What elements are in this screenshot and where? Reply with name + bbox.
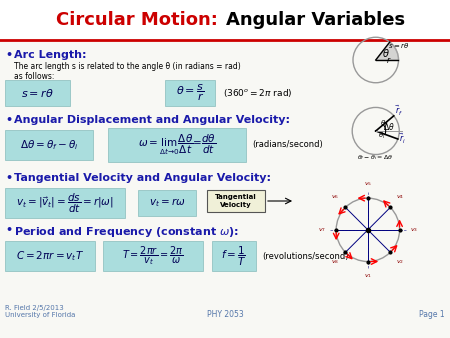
Text: $v_7$: $v_7$ bbox=[318, 226, 326, 234]
Text: $v_t = r\omega$: $v_t = r\omega$ bbox=[149, 197, 185, 210]
FancyBboxPatch shape bbox=[207, 190, 265, 212]
Text: •: • bbox=[5, 173, 12, 183]
Text: Arc Length:: Arc Length: bbox=[14, 50, 86, 60]
Text: $\theta_f$: $\theta_f$ bbox=[380, 119, 389, 129]
Text: $C = 2\pi r = v_t T$: $C = 2\pi r = v_t T$ bbox=[16, 249, 84, 263]
Text: Tangential Velocity and Angular Velocity:: Tangential Velocity and Angular Velocity… bbox=[14, 173, 271, 183]
FancyBboxPatch shape bbox=[5, 188, 125, 218]
Text: $\theta_i$: $\theta_i$ bbox=[378, 131, 385, 141]
Text: $(360^o = 2\pi$ rad): $(360^o = 2\pi$ rad) bbox=[223, 87, 292, 99]
FancyBboxPatch shape bbox=[5, 80, 70, 106]
Text: $\theta_f - \theta_i = \Delta\theta$: $\theta_f - \theta_i = \Delta\theta$ bbox=[357, 153, 393, 162]
Polygon shape bbox=[376, 42, 399, 60]
FancyBboxPatch shape bbox=[108, 128, 246, 162]
Text: •: • bbox=[5, 50, 12, 60]
Text: Tangential
Velocity: Tangential Velocity bbox=[215, 194, 257, 208]
Text: R. Field 2/5/2013
University of Florida: R. Field 2/5/2013 University of Florida bbox=[5, 305, 76, 318]
Text: $v_6$: $v_6$ bbox=[331, 193, 339, 201]
Text: $\Delta\theta = \theta_f - \theta_i$: $\Delta\theta = \theta_f - \theta_i$ bbox=[20, 138, 78, 152]
Text: $\vec{r}_f$: $\vec{r}_f$ bbox=[395, 104, 403, 118]
Text: Circular Motion:: Circular Motion: bbox=[56, 11, 224, 29]
Text: Page 1: Page 1 bbox=[419, 310, 445, 319]
FancyBboxPatch shape bbox=[138, 190, 196, 216]
Text: PHY 2053: PHY 2053 bbox=[207, 310, 243, 319]
Text: $v_4$: $v_4$ bbox=[396, 193, 405, 201]
Text: (revolutions/second): (revolutions/second) bbox=[262, 251, 348, 261]
FancyBboxPatch shape bbox=[165, 80, 215, 106]
Text: $f = \dfrac{1}{T}$: $f = \dfrac{1}{T}$ bbox=[221, 244, 247, 268]
Text: $\Delta\theta$: $\Delta\theta$ bbox=[383, 121, 395, 131]
Text: Angular Variables: Angular Variables bbox=[226, 11, 405, 29]
Text: Period and Frequency (constant $\omega$):: Period and Frequency (constant $\omega$)… bbox=[14, 225, 239, 239]
FancyBboxPatch shape bbox=[103, 241, 203, 271]
Text: $\vec{r}_i$: $\vec{r}_i$ bbox=[399, 132, 406, 146]
Text: Angular Displacement and Angular Velocity:: Angular Displacement and Angular Velocit… bbox=[14, 115, 290, 125]
Text: The arc length s is related to the angle θ (in radians = rad)
as follows:: The arc length s is related to the angle… bbox=[14, 62, 241, 81]
FancyBboxPatch shape bbox=[5, 130, 93, 160]
FancyBboxPatch shape bbox=[212, 241, 256, 271]
Text: $v_5$: $v_5$ bbox=[364, 180, 372, 188]
Text: •: • bbox=[5, 115, 12, 125]
Text: $\theta$: $\theta$ bbox=[382, 47, 390, 59]
Text: $v_8$: $v_8$ bbox=[331, 258, 339, 266]
Text: $v_2$: $v_2$ bbox=[396, 258, 405, 266]
Text: $s=r\theta$: $s=r\theta$ bbox=[388, 41, 410, 50]
Text: $v_1$: $v_1$ bbox=[364, 272, 372, 280]
FancyBboxPatch shape bbox=[5, 241, 95, 271]
Text: $v_t = |\vec{v}_t| = \dfrac{ds}{dt} = r|\omega|$: $v_t = |\vec{v}_t| = \dfrac{ds}{dt} = r|… bbox=[16, 191, 114, 215]
Text: $\theta = \dfrac{s}{r}$: $\theta = \dfrac{s}{r}$ bbox=[176, 83, 204, 103]
Text: (radians/second): (radians/second) bbox=[252, 141, 323, 149]
Text: $T = \dfrac{2\pi r}{v_t} = \dfrac{2\pi}{\omega}$: $T = \dfrac{2\pi r}{v_t} = \dfrac{2\pi}{… bbox=[122, 245, 184, 267]
Text: $r$: $r$ bbox=[386, 55, 391, 65]
Text: •: • bbox=[5, 225, 12, 235]
Text: $\omega = \lim_{\Delta t \to 0} \dfrac{\Delta\theta}{\Delta t} = \dfrac{d\theta}: $\omega = \lim_{\Delta t \to 0} \dfrac{\… bbox=[138, 133, 216, 157]
Text: $v_3$: $v_3$ bbox=[410, 226, 418, 234]
Text: $s = r\theta$: $s = r\theta$ bbox=[21, 87, 54, 99]
